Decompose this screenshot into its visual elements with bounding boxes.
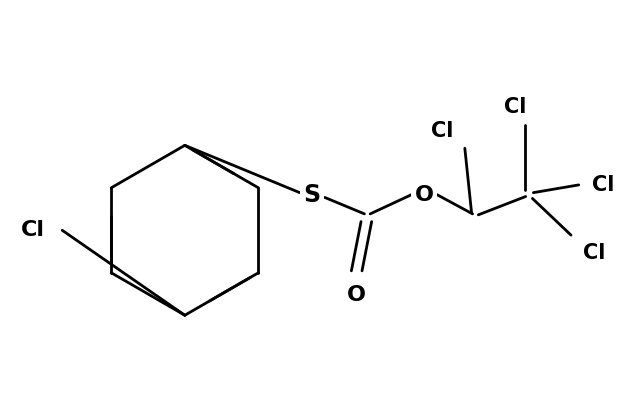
Text: S: S: [304, 183, 321, 207]
Text: O: O: [415, 185, 434, 205]
Text: Cl: Cl: [582, 243, 605, 263]
Text: Cl: Cl: [431, 121, 453, 141]
Text: Cl: Cl: [21, 220, 45, 240]
Text: Cl: Cl: [592, 175, 614, 195]
Text: Cl: Cl: [504, 97, 526, 118]
Text: O: O: [347, 285, 366, 305]
